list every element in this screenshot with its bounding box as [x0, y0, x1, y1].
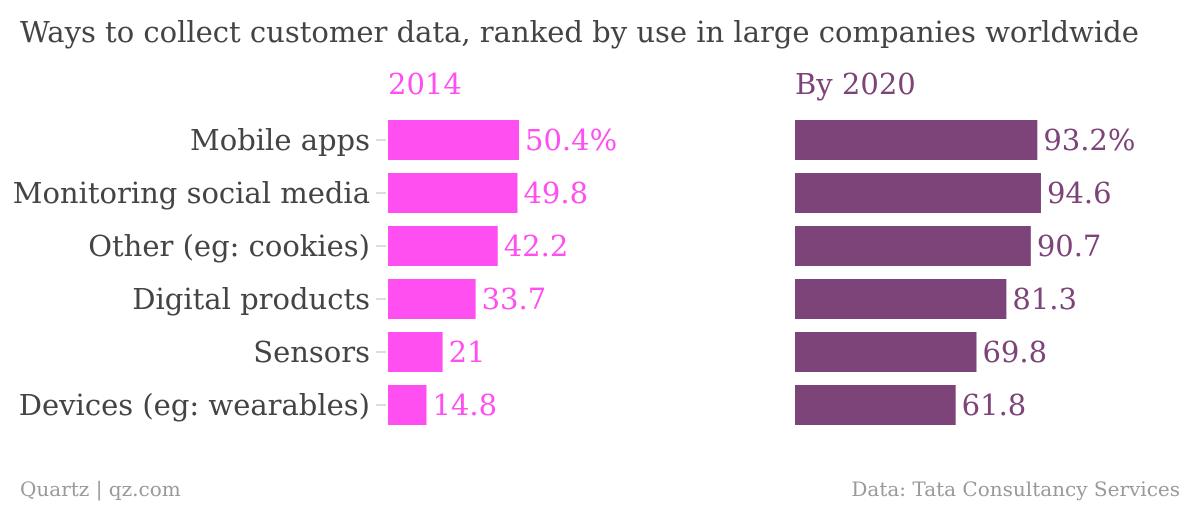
category-label: Mobile apps: [190, 123, 370, 157]
category-label: Devices (eg: wearables): [19, 388, 370, 422]
bar-value-label: 42.2: [504, 229, 569, 263]
bar: [795, 226, 1031, 266]
bar: [388, 332, 443, 372]
bar-value-label: 21: [449, 335, 486, 369]
bar-value-label: 81.3: [1012, 282, 1077, 316]
bar: [795, 332, 977, 372]
footer-credit: Quartz | qz.com: [20, 477, 181, 502]
series-2014-bars: 50.4% 49.8 42.2 33.7 21 14.8: [388, 120, 617, 425]
category-label: Sensors: [253, 335, 370, 369]
bar-value-label: 69.8: [982, 335, 1047, 369]
bar-value-label: 50.4%: [525, 123, 617, 157]
category-label: Monitoring social media: [13, 176, 370, 210]
bar-value-label: 49.8: [523, 176, 588, 210]
series-2020-bars: 93.2% 94.6 90.7 81.3 69.8 61.8: [795, 120, 1135, 425]
bar: [388, 120, 520, 160]
bar: [388, 226, 498, 266]
category-label: Digital products: [132, 282, 370, 316]
bar-value-label: 33.7: [482, 282, 547, 316]
bar: [388, 385, 427, 425]
bar-value-label: 93.2%: [1043, 123, 1135, 157]
bar: [795, 173, 1041, 213]
bar: [795, 120, 1038, 160]
bar: [795, 385, 956, 425]
category-axis: Mobile apps Monitoring social media Other …: [13, 123, 386, 422]
bar-value-label: 94.6: [1047, 176, 1112, 210]
chart-title: Ways to collect customer data, ranked by…: [20, 15, 1139, 49]
panel-title-2020: By 2020: [795, 67, 916, 101]
bar-value-label: 14.8: [432, 388, 497, 422]
bar: [388, 173, 518, 213]
bar: [388, 279, 476, 319]
panel-title-2014: 2014: [388, 67, 462, 101]
bar: [795, 279, 1007, 319]
bar-value-label: 90.7: [1037, 229, 1102, 263]
category-label: Other (eg: cookies): [88, 229, 370, 263]
footer-source: Data: Tata Consultancy Services: [851, 477, 1180, 501]
bar-value-label: 61.8: [962, 388, 1027, 422]
